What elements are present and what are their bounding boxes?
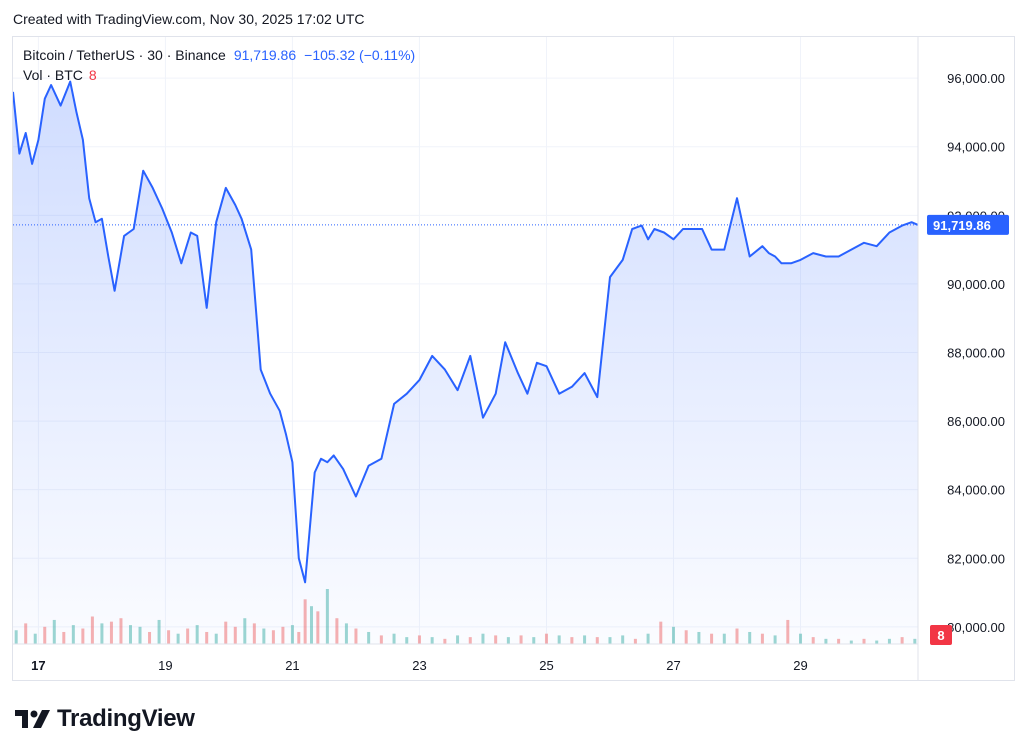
x-tick-label: 23: [412, 658, 426, 673]
volume-badge-label: 8: [937, 628, 944, 643]
y-tick-label: 86,000.00: [947, 414, 1005, 429]
x-tick-label: 25: [539, 658, 553, 673]
last-price-badge-bg: [927, 214, 1009, 235]
y-tick-label: 94,000.00: [947, 140, 1005, 155]
x-tick-label: 27: [666, 658, 680, 673]
symbol-row: Bitcoin / TetherUS · 30 · Binance 91,719.…: [23, 45, 415, 65]
x-axis[interactable]: 17 19 21 23 25 27 29: [13, 643, 918, 673]
price-chart[interactable]: 96,000.0094,000.0092,000.0090,000.0088,0…: [13, 37, 1016, 682]
last-price-badge: 91,719.86: [927, 214, 1009, 235]
price-area-fill: [13, 81, 918, 645]
y-tick-label: 96,000.00: [947, 71, 1005, 86]
chart-frame[interactable]: 96,000.0094,000.0092,000.0090,000.0088,0…: [12, 36, 1015, 681]
y-tick-label: 90,000.00: [947, 277, 1005, 292]
x-tick-label: 29: [793, 658, 807, 673]
y-tick-label: 80,000.00: [947, 620, 1005, 635]
x-tick-label: 21: [285, 658, 299, 673]
y-tick-label: 88,000.00: [947, 346, 1005, 361]
tradingview-logo-icon: [15, 710, 50, 728]
tradingview-logo[interactable]: TradingView: [15, 705, 195, 733]
price-change-value: −105.32 (−0.11%): [304, 47, 416, 63]
volume-row: Vol · BTC 8: [23, 65, 415, 85]
volume-label: Vol · BTC: [23, 67, 83, 83]
symbol-label: Bitcoin / TetherUS · 30 · Binance: [23, 47, 226, 63]
x-tick-label: 19: [158, 658, 172, 673]
y-tick-label: 82,000.00: [947, 551, 1005, 566]
chart-caption: Created with TradingView.com, Nov 30, 20…: [13, 11, 365, 27]
y-tick-label: 84,000.00: [947, 483, 1005, 498]
last-price-value: 91,719.86: [233, 47, 297, 63]
tradingview-wordmark: TradingView: [57, 705, 195, 732]
volume-value: 8: [88, 67, 97, 83]
last-price-badge-label: 91,719.86: [933, 218, 991, 233]
chart-legend: Bitcoin / TetherUS · 30 · Binance 91,719.…: [23, 45, 415, 85]
volume-badge-bg: [930, 625, 952, 645]
volume-badge: 8: [930, 625, 952, 645]
y-axis[interactable]: 96,000.0094,000.0092,000.0090,000.0088,0…: [917, 37, 1005, 681]
price-line[interactable]: [13, 80, 919, 584]
x-tick-label: 17: [31, 658, 45, 673]
